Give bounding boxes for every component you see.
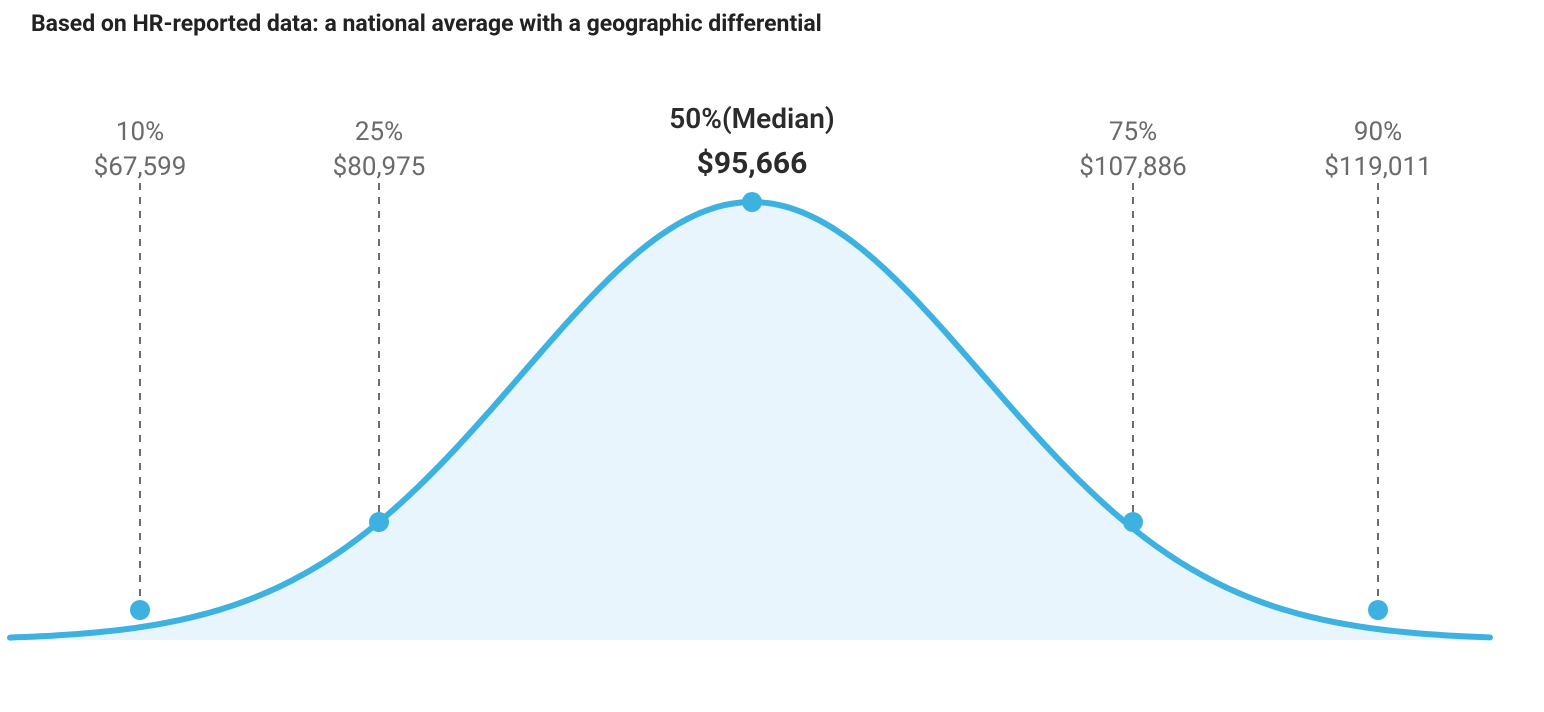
label-p50: 50%(Median) $95,666	[669, 100, 834, 184]
marker-p90	[1368, 600, 1388, 620]
label-p90-pct: 90%	[1324, 115, 1431, 150]
bell-fill	[10, 202, 1490, 640]
label-p90: 90%$119,011	[1324, 115, 1431, 185]
label-p75-value: $107,886	[1079, 150, 1186, 185]
marker-p50	[742, 192, 762, 212]
label-p25-pct: 25%	[333, 115, 426, 150]
label-p10-pct: 10%	[94, 115, 187, 150]
label-p75-pct: 75%	[1079, 115, 1186, 150]
marker-p10	[130, 600, 150, 620]
marker-p25	[369, 512, 389, 532]
label-p10-value: $67,599	[94, 150, 187, 185]
label-p75: 75%$107,886	[1079, 115, 1186, 185]
label-p90-value: $119,011	[1324, 150, 1431, 185]
label-p50-pct: 50%(Median)	[669, 100, 834, 138]
label-p25: 25%$80,975	[333, 115, 426, 185]
marker-p75	[1123, 512, 1143, 532]
label-p25-value: $80,975	[333, 150, 426, 185]
salary-distribution-card: Based on HR-reported data: a national av…	[0, 0, 1544, 712]
label-p50-value: $95,666	[669, 144, 834, 185]
label-p10: 10%$67,599	[94, 115, 187, 185]
